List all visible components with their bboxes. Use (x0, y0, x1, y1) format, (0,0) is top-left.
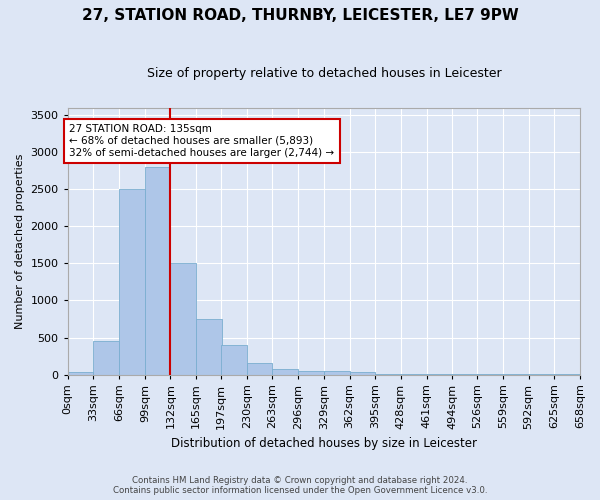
Bar (94, 341, 119, 374)
Bar (324, 371, 350, 374)
Text: 27 STATION ROAD: 135sqm
← 68% of detached houses are smaller (5,893)
32% of semi: 27 STATION ROAD: 135sqm ← 68% of detache… (69, 124, 334, 158)
Bar (350, 372, 375, 374)
Bar (272, 368, 298, 374)
Bar (298, 371, 324, 374)
Bar (221, 345, 247, 374)
Bar (196, 319, 222, 374)
Bar (247, 364, 272, 374)
Bar (68, 372, 94, 374)
Text: 27, STATION ROAD, THURNBY, LEICESTER, LE7 9PW: 27, STATION ROAD, THURNBY, LEICESTER, LE… (82, 8, 518, 22)
Bar (119, 190, 145, 374)
Y-axis label: Number of detached properties: Number of detached properties (15, 154, 25, 329)
X-axis label: Distribution of detached houses by size in Leicester: Distribution of detached houses by size … (171, 437, 477, 450)
Text: Contains HM Land Registry data © Crown copyright and database right 2024.
Contai: Contains HM Land Registry data © Crown c… (113, 476, 487, 495)
Title: Size of property relative to detached houses in Leicester: Size of property relative to detached ho… (146, 68, 501, 80)
Bar (170, 264, 196, 374)
Bar (145, 168, 170, 374)
